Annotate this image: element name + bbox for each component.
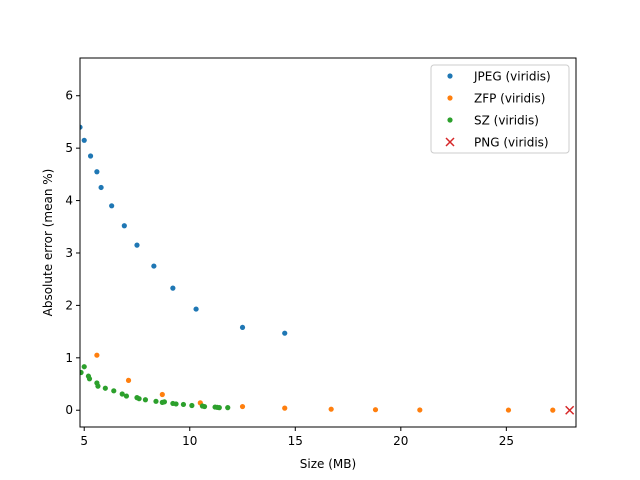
data-point	[98, 184, 104, 191]
data-point	[95, 383, 101, 389]
data-point	[372, 407, 379, 413]
data-point	[142, 397, 149, 403]
x-tick-label: 10	[182, 434, 197, 448]
data-point	[153, 398, 159, 404]
legend-label: JPEG (viridis)	[473, 70, 551, 84]
data-point	[159, 391, 165, 398]
legend: JPEG (viridis) ZFP (viridis) SZ (viridis) P…	[430, 64, 570, 154]
data-point	[109, 203, 115, 209]
data-point	[81, 364, 87, 370]
legend-label: ZFP (viridis)	[474, 92, 545, 106]
data-point	[111, 388, 117, 394]
legend-box	[430, 64, 570, 154]
y-tick-label: 4	[65, 194, 73, 208]
data-point	[505, 407, 512, 413]
legend-label: PNG (viridis)	[474, 136, 549, 150]
data-point	[102, 385, 108, 391]
y-tick-label: 3	[65, 246, 73, 260]
data-point	[125, 377, 132, 383]
series-1	[94, 352, 556, 413]
y-tick-label: 6	[65, 89, 73, 103]
x-tick-label: 5	[80, 434, 88, 448]
data-point	[173, 401, 179, 407]
legend-marker	[447, 117, 453, 123]
y-tick-label: 0	[65, 403, 73, 417]
data-point	[134, 242, 140, 248]
legend-marker	[445, 137, 455, 147]
y-tick-label: 1	[65, 351, 73, 365]
data-point	[189, 402, 195, 409]
series-2	[80, 364, 231, 411]
data-point	[80, 124, 83, 130]
data-point	[417, 407, 423, 413]
data-point	[216, 405, 222, 411]
data-point	[80, 369, 84, 376]
data-point	[123, 393, 130, 399]
data-point	[239, 403, 246, 410]
plot-frame	[79, 57, 577, 428]
x-axis-label: Size (MB)	[300, 457, 356, 471]
y-axis: 0 1 2 3 4 5 6	[65, 89, 80, 417]
data-point	[201, 403, 208, 410]
data-point	[121, 223, 127, 229]
data-point	[94, 352, 100, 358]
data-point	[565, 405, 575, 415]
data-point	[161, 399, 168, 405]
legend-marker	[447, 73, 453, 79]
series-3	[565, 405, 575, 415]
legend-label: SZ (viridis)	[474, 114, 539, 128]
legend-marker	[447, 95, 453, 101]
data-point	[282, 330, 288, 336]
data-point	[328, 406, 334, 412]
data-point	[151, 263, 157, 269]
x-axis: 5 10 15 20 25	[80, 427, 514, 448]
data-point	[86, 376, 93, 382]
data-point	[87, 153, 94, 159]
plot-marks	[80, 124, 575, 415]
data-point	[282, 405, 288, 411]
x-tick-label: 15	[288, 434, 303, 448]
data-point	[239, 324, 246, 331]
series-0	[80, 124, 288, 336]
data-point	[170, 285, 176, 291]
x-tick-label: 25	[499, 434, 514, 448]
data-point	[550, 407, 556, 413]
data-point	[119, 391, 125, 397]
data-point	[225, 405, 231, 411]
data-point	[94, 169, 100, 175]
x-tick-label: 20	[393, 434, 408, 448]
data-point	[136, 396, 142, 402]
data-point	[193, 306, 199, 312]
data-point	[81, 137, 87, 143]
data-point	[180, 401, 187, 408]
y-tick-label: 2	[65, 298, 73, 312]
y-tick-label: 5	[65, 141, 73, 155]
y-axis-label: Absolute error (mean %)	[41, 169, 55, 317]
